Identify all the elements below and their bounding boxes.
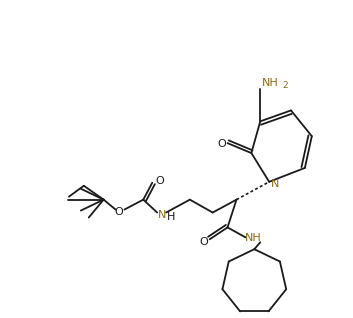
Text: NH: NH bbox=[262, 78, 279, 88]
Text: O: O bbox=[114, 206, 123, 217]
Text: N: N bbox=[158, 210, 166, 219]
Text: 2: 2 bbox=[282, 81, 288, 90]
Text: N: N bbox=[271, 179, 279, 189]
Text: O: O bbox=[156, 176, 164, 186]
Text: O: O bbox=[217, 139, 226, 149]
Text: H: H bbox=[167, 212, 175, 223]
Text: O: O bbox=[199, 237, 208, 247]
Text: NH: NH bbox=[245, 233, 262, 243]
